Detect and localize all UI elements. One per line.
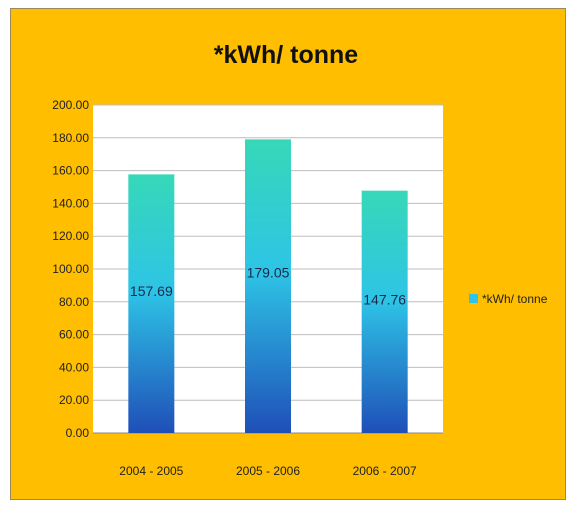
- bar-chart: *kWh/ tonne 0.00 20.00 40.00 60.00 80.00 100.…: [11, 9, 565, 499]
- y-tick-label: 20.00: [59, 393, 89, 407]
- y-axis-ticks: 0.00 20.00 40.00 60.00 80.00 100.00 120.00 140.…: [52, 98, 89, 440]
- x-axis-labels: 2004 - 2005 2005 - 2006 2006 - 2007: [119, 464, 417, 478]
- chart-title: *kWh/ tonne: [214, 41, 359, 69]
- y-tick-label: 100.00: [52, 262, 89, 276]
- y-tick-label: 0.00: [66, 426, 90, 440]
- x-category-label: 2006 - 2007: [353, 464, 417, 478]
- y-tick-label: 160.00: [52, 164, 89, 178]
- bar: [361, 190, 408, 433]
- bar-value-label: 157.69: [130, 283, 173, 299]
- bar: [245, 139, 291, 433]
- bar-value-label: 147.76: [363, 292, 406, 308]
- bars: 157.69 179.05 147.76: [128, 139, 408, 433]
- bar-value-label: 179.05: [247, 264, 290, 280]
- x-category-label: 2005 - 2006: [236, 464, 300, 478]
- y-tick-label: 80.00: [59, 295, 89, 309]
- legend: *kWh/ tonne: [469, 292, 548, 306]
- x-category-label: 2004 - 2005: [119, 464, 183, 478]
- legend-label: *kWh/ tonne: [482, 292, 548, 306]
- y-tick-label: 140.00: [52, 196, 89, 210]
- y-tick-label: 60.00: [59, 328, 89, 342]
- bar: [128, 174, 175, 433]
- y-tick-label: 180.00: [52, 131, 89, 145]
- y-tick-label: 40.00: [59, 360, 89, 374]
- chart-frame: *kWh/ tonne 0.00 20.00 40.00 60.00 80.00 100.…: [10, 8, 566, 500]
- legend-swatch: [469, 294, 478, 303]
- y-tick-label: 200.00: [52, 98, 89, 112]
- y-tick-label: 120.00: [52, 229, 89, 243]
